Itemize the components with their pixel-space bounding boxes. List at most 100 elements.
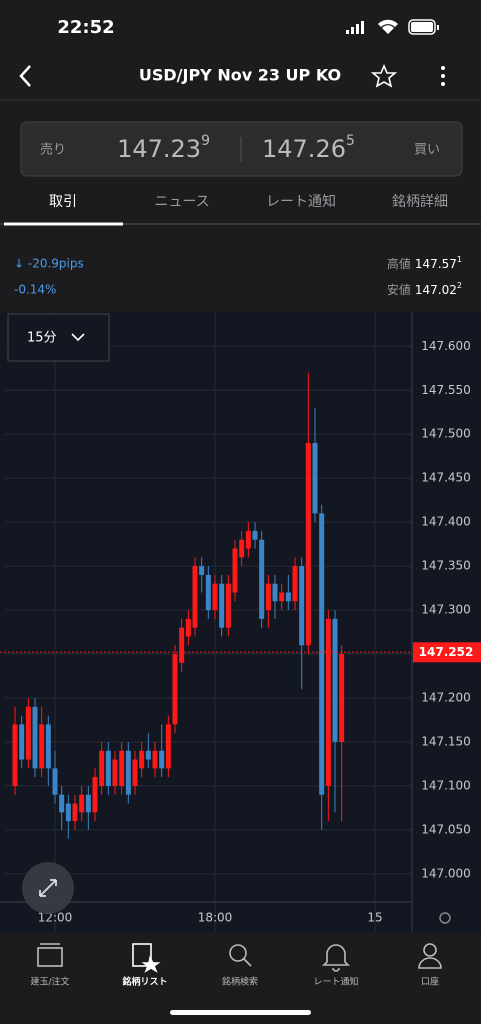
y-tick-label: 147.100 bbox=[421, 778, 471, 792]
bid-price[interactable]: 147.239 bbox=[117, 133, 210, 163]
low-pip: 2 bbox=[457, 281, 462, 290]
bid-main: 147.23 bbox=[117, 135, 201, 163]
nav-item[interactable]: 銘柄リスト bbox=[122, 976, 167, 988]
nav-item[interactable]: 建玉/注文 bbox=[30, 976, 69, 988]
candle-body bbox=[32, 706, 38, 769]
candle-body bbox=[245, 530, 251, 549]
tabs: 取引 ニュース レート通知 銘柄詳細 bbox=[49, 193, 448, 210]
high-value: 147.57 bbox=[415, 257, 457, 271]
ask-price[interactable]: 147.265 bbox=[262, 133, 355, 163]
y-tick-label: 147.600 bbox=[421, 339, 471, 353]
last-price-tag bbox=[413, 642, 481, 663]
y-tick-label: 147.000 bbox=[421, 866, 471, 880]
candle-body bbox=[145, 750, 151, 760]
candle-body bbox=[59, 794, 65, 813]
candle-body bbox=[112, 759, 118, 786]
low-label: 安値 bbox=[387, 282, 411, 297]
y-tick-label: 147.300 bbox=[421, 603, 471, 617]
candle-body bbox=[219, 583, 225, 628]
y-tick-label: 147.400 bbox=[421, 515, 471, 529]
x-tick-label: 12:00 bbox=[38, 911, 73, 925]
y-tick-label: 147.500 bbox=[421, 427, 471, 441]
back-button[interactable] bbox=[19, 65, 31, 87]
chart: 147.600 147.550 147.500 147.450 147.400 147.3… bbox=[0, 312, 481, 932]
candle-body bbox=[152, 750, 158, 769]
low: 安値 147.022 bbox=[387, 281, 462, 297]
candle-body bbox=[139, 750, 145, 769]
candle-body bbox=[99, 750, 105, 786]
candle-body bbox=[212, 583, 218, 611]
change: ↓ -20.9pips bbox=[14, 257, 84, 271]
candle-body bbox=[259, 539, 265, 619]
candle-body bbox=[92, 777, 98, 813]
candle-body bbox=[279, 592, 285, 602]
chart-background bbox=[0, 312, 481, 933]
candle-body bbox=[52, 768, 58, 795]
candle-body bbox=[179, 627, 185, 663]
menu-button[interactable] bbox=[441, 66, 445, 86]
y-tick-label: 147.550 bbox=[421, 383, 471, 397]
fullscreen-icon bbox=[39, 879, 57, 897]
x-tick-label: 15 bbox=[367, 911, 382, 925]
page-title: USD/JPY Nov 23 UP KO bbox=[139, 66, 341, 85]
dropdown-arrow bbox=[71, 333, 85, 342]
tab[interactable]: ニュース bbox=[154, 194, 209, 210]
candle-body bbox=[305, 443, 311, 646]
candle-body bbox=[285, 592, 291, 602]
y-tick-label: 147.450 bbox=[421, 471, 471, 485]
high-label: 高値 bbox=[387, 256, 411, 271]
status-icons bbox=[346, 19, 439, 35]
candle-body bbox=[25, 706, 31, 760]
candle-body bbox=[325, 618, 331, 786]
low-value: 147.02 bbox=[415, 283, 457, 297]
nav-item[interactable]: 口座 bbox=[421, 976, 439, 988]
sell-label[interactable]: 売り bbox=[40, 142, 66, 158]
candle-body bbox=[19, 724, 25, 760]
candle-body bbox=[65, 803, 71, 822]
candle-body bbox=[105, 750, 111, 786]
candle-body bbox=[165, 724, 171, 769]
candle-body bbox=[172, 654, 178, 725]
tab[interactable]: 銘柄詳細 bbox=[392, 194, 448, 210]
candle-body bbox=[125, 750, 131, 795]
candle-body bbox=[119, 750, 125, 786]
favorite-button[interactable] bbox=[370, 63, 398, 88]
buy-label[interactable]: 買い bbox=[414, 143, 440, 158]
candle-body bbox=[332, 618, 338, 742]
candle-body bbox=[272, 583, 278, 602]
last-price-label: 147.252 bbox=[419, 645, 474, 659]
y-tick-label: 147.200 bbox=[421, 691, 471, 705]
timeframe: 15分 bbox=[27, 331, 57, 346]
timeframe-selector[interactable] bbox=[7, 313, 110, 362]
nav-item[interactable]: 銘柄検索 bbox=[222, 976, 258, 988]
clock: 22:52 bbox=[57, 17, 114, 38]
nav-icons bbox=[37, 943, 442, 973]
candle-body bbox=[252, 530, 258, 540]
candle-body bbox=[45, 724, 51, 769]
candle-body bbox=[85, 794, 91, 813]
candle-body bbox=[159, 750, 165, 769]
nav-labels: 建玉/注文 銘柄リスト 銘柄検索 レート通知 口座 bbox=[30, 976, 439, 988]
candle-body bbox=[39, 724, 45, 769]
candle-body bbox=[12, 724, 18, 786]
nav-item[interactable]: レート通知 bbox=[313, 976, 358, 988]
candle-body bbox=[205, 574, 211, 611]
change-percent: -0.14% bbox=[14, 283, 56, 297]
candle-body bbox=[232, 548, 238, 593]
ask-pip: 5 bbox=[346, 133, 355, 149]
settings-button[interactable] bbox=[439, 912, 451, 924]
candle-body bbox=[192, 566, 198, 628]
candle-body bbox=[312, 443, 318, 514]
x-tick-label: 18:00 bbox=[198, 911, 233, 925]
candle-body bbox=[265, 583, 271, 611]
candle-body bbox=[319, 513, 325, 795]
high: 高値 147.571 bbox=[387, 255, 462, 271]
candle-body bbox=[199, 566, 205, 575]
candle-body bbox=[72, 803, 78, 822]
y-tick-label: 147.150 bbox=[421, 734, 471, 748]
candle-body bbox=[339, 654, 345, 742]
tab[interactable]: 取引 bbox=[49, 194, 77, 210]
tab[interactable]: レート通知 bbox=[266, 193, 336, 210]
candle-body bbox=[225, 583, 231, 628]
